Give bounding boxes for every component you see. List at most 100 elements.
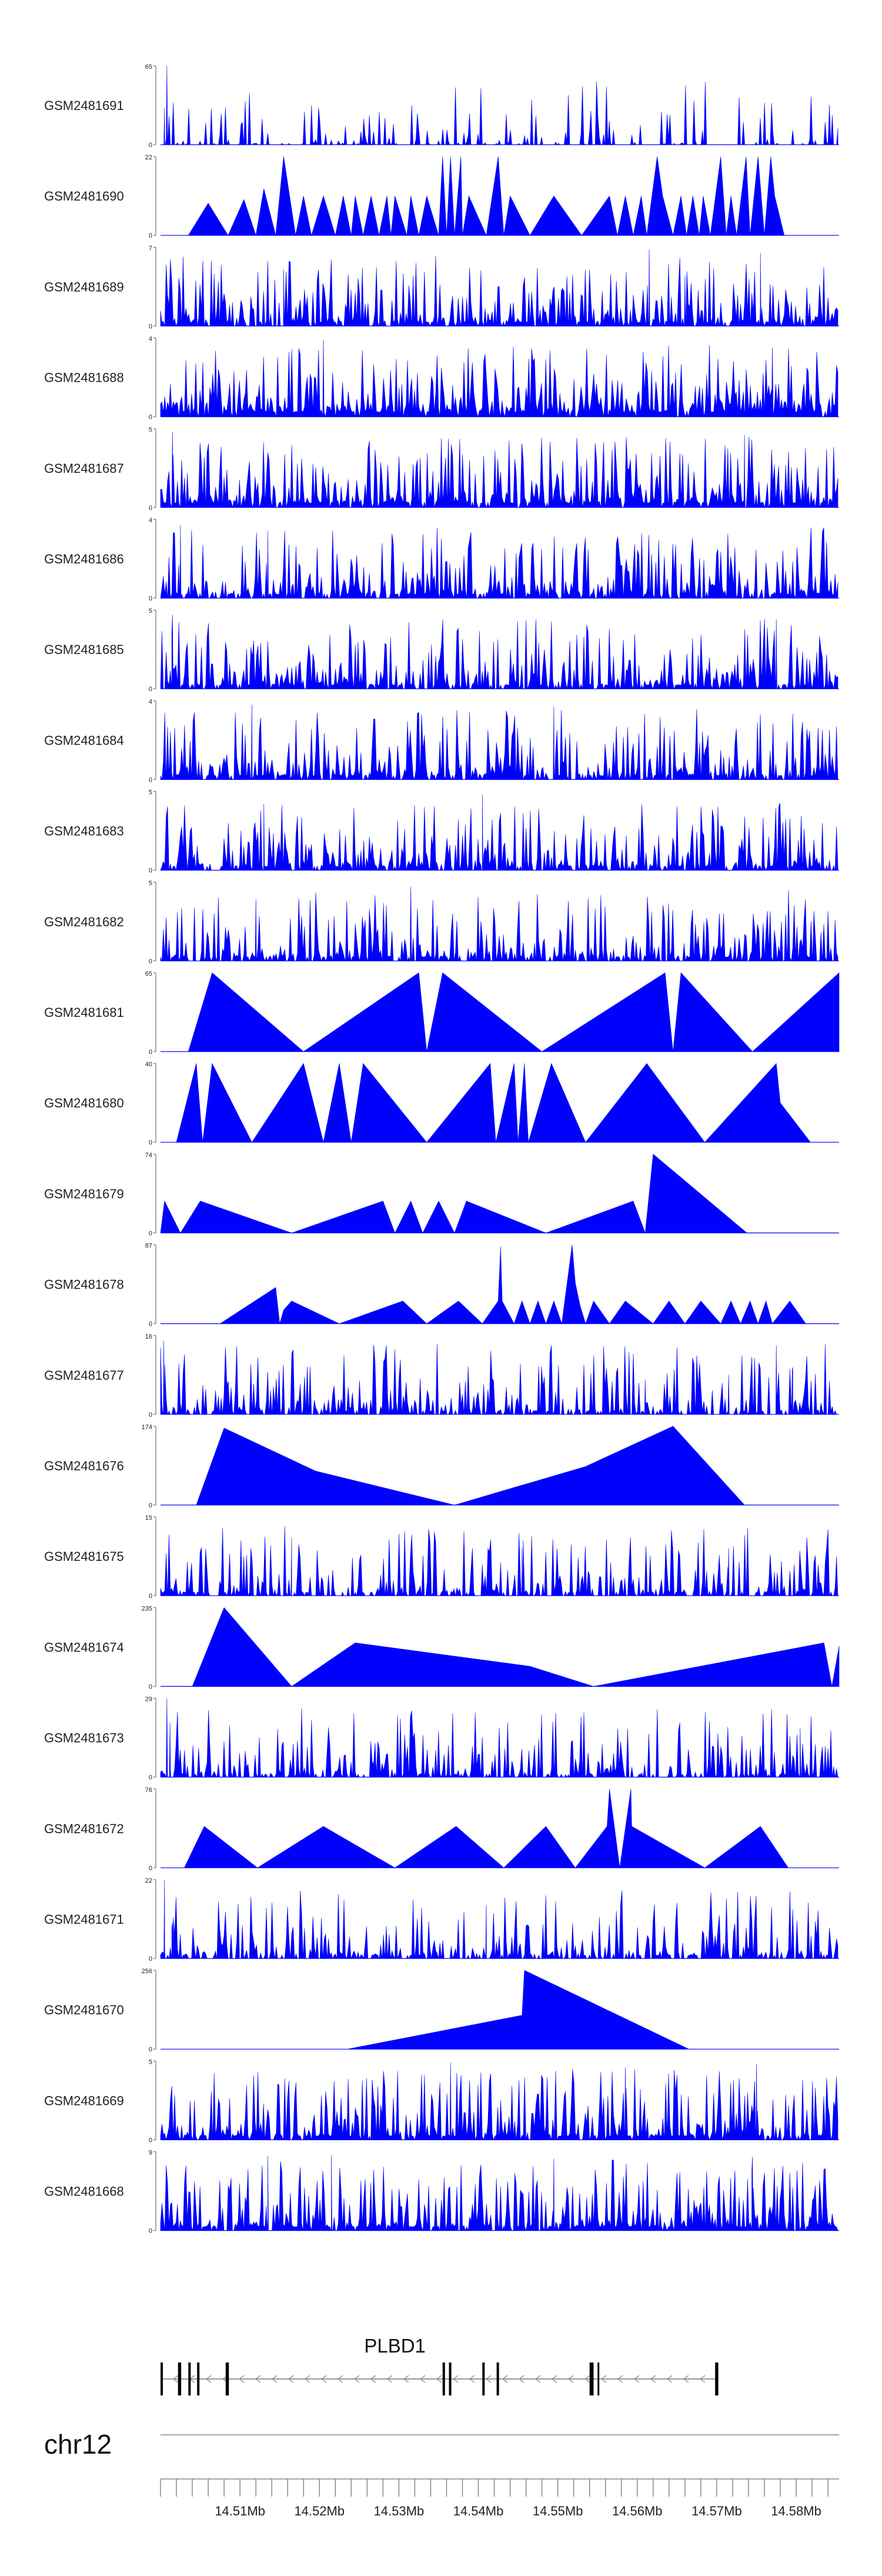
- strand-arrow: [633, 2375, 640, 2383]
- y-tick-label-zero: 0: [149, 1139, 152, 1146]
- coverage-area: [160, 525, 838, 599]
- x-tick-label: 14.53Mb: [374, 2504, 425, 2518]
- coverage-area: [219, 1244, 806, 1324]
- exon: [482, 2363, 485, 2395]
- track-GSM2481687: GSM2481687 5 0: [44, 426, 839, 512]
- track-GSM2481670: GSM2481670 256 0: [44, 1968, 839, 2053]
- y-tick-label-zero: 0: [149, 1321, 152, 1328]
- coverage-area: [160, 615, 838, 690]
- coverage-area: [160, 432, 838, 508]
- y-tick-label-max: 29: [145, 1696, 152, 1703]
- strand-arrow: [699, 2375, 706, 2383]
- data-tracks: GSM2481691650GSM2481690220GSM248168970GS…: [44, 64, 840, 2235]
- strand-arrow: [534, 2375, 541, 2383]
- coverage-area: [160, 249, 838, 327]
- y-tick-label-max: 9: [149, 2150, 152, 2157]
- coverage-area: [184, 1788, 789, 1868]
- x-tick-label: 14.54Mb: [453, 2504, 504, 2518]
- gene-label: PLBD1: [364, 2335, 426, 2357]
- y-tick-label-max: 87: [145, 1243, 152, 1250]
- strand-arrow: [403, 2375, 409, 2383]
- x-tick-label: 14.55Mb: [533, 2504, 583, 2518]
- track-label: GSM2481678: [44, 1277, 124, 1292]
- y-tick-label-max: 4: [149, 336, 152, 343]
- coverage-area: [160, 1698, 838, 1778]
- y-tick-label-max: 5: [149, 880, 152, 887]
- track-GSM2481680: GSM2481680 40 0: [44, 1061, 839, 1146]
- track-GSM2481671: GSM2481671 22 0: [44, 1877, 839, 1963]
- y-tick-label-zero: 0: [149, 1049, 152, 1056]
- y-tick-label-max: 7: [149, 245, 152, 252]
- track-GSM2481681: GSM2481681 65 0: [44, 970, 840, 1056]
- track-GSM2481679: GSM2481679 74 0: [44, 1152, 839, 1237]
- track-GSM2481684: GSM2481684 4 0: [44, 698, 839, 783]
- track-label: GSM2481671: [44, 1912, 124, 1927]
- track-GSM2481678: GSM2481678 87 0: [44, 1243, 839, 1328]
- track-GSM2481689: GSM2481689 7 0: [44, 245, 839, 330]
- coverage-area: [188, 972, 840, 1052]
- track-GSM2481688: GSM2481688 4 0: [44, 336, 839, 421]
- strand-arrow: [288, 2375, 294, 2383]
- gene-track: PLBD1: [161, 2335, 719, 2395]
- track-label: GSM2481690: [44, 189, 124, 203]
- y-tick-label-max: 76: [145, 1787, 152, 1794]
- y-tick-label-zero: 0: [149, 505, 152, 512]
- coverage-area: [160, 1526, 838, 1597]
- strand-arrow: [617, 2375, 623, 2383]
- y-tick-label-zero: 0: [149, 414, 152, 421]
- track-label: GSM2481682: [44, 915, 124, 929]
- y-tick-label-max: 4: [149, 698, 152, 705]
- track-GSM2481672: GSM2481672 76 0: [44, 1787, 839, 1872]
- y-tick-label-zero: 0: [149, 686, 152, 693]
- y-tick-label-max: 174: [142, 1424, 152, 1431]
- y-tick-label-zero: 0: [149, 1865, 152, 1872]
- strand-arrow: [353, 2375, 360, 2383]
- track-label: GSM2481668: [44, 2184, 124, 2199]
- track-GSM2481677: GSM2481677 16 0: [44, 1333, 839, 1419]
- track-GSM2481676: GSM2481676 174 0: [44, 1424, 839, 1509]
- strand-arrow: [436, 2375, 442, 2383]
- strand-arrow: [452, 2375, 459, 2383]
- y-tick-label-max: 5: [149, 2058, 152, 2066]
- y-tick-label-zero: 0: [149, 232, 152, 239]
- strand-arrow: [650, 2375, 656, 2383]
- y-tick-label-max: 256: [142, 1968, 152, 1975]
- coverage-area: [161, 65, 838, 146]
- track-label: GSM2481683: [44, 824, 124, 839]
- y-tick-label-zero: 0: [149, 323, 152, 330]
- x-tick-label: 14.58Mb: [771, 2504, 821, 2518]
- strand-arrow: [304, 2375, 310, 2383]
- y-tick-label-max: 235: [142, 1605, 152, 1612]
- track-label: GSM2481681: [44, 1005, 124, 1020]
- genome-axis: chr12 14.51Mb 14.52Mb 14.53Mb 14.54Mb 14.55Mb…: [44, 2429, 839, 2518]
- y-tick-label-zero: 0: [149, 1683, 152, 1690]
- track-label: GSM2481672: [44, 1821, 124, 1836]
- strand-arrow: [502, 2375, 508, 2383]
- y-tick-label-max: 16: [145, 1333, 152, 1340]
- y-tick-label-zero: 0: [149, 2228, 152, 2235]
- strand-arrow: [666, 2375, 673, 2383]
- x-tick-label: 14.52Mb: [294, 2504, 345, 2518]
- track-label: GSM2481688: [44, 371, 124, 385]
- exon: [178, 2363, 182, 2395]
- track-GSM2481674: GSM2481674 235 0: [44, 1605, 840, 1690]
- y-tick-label-max: 5: [149, 608, 152, 615]
- coverage-area: [160, 2063, 838, 2141]
- track-label: GSM2481675: [44, 1549, 124, 1564]
- coverage-area: [176, 1063, 811, 1143]
- y-tick-label-max: 65: [145, 970, 152, 977]
- strand-arrow: [469, 2375, 475, 2383]
- y-tick-label-zero: 0: [149, 958, 152, 965]
- x-tick-label: 14.51Mb: [215, 2504, 265, 2518]
- y-tick-label-zero: 0: [149, 2046, 152, 2053]
- coverage-area: [160, 705, 838, 780]
- strand-arrow: [567, 2375, 574, 2383]
- track-label: GSM2481689: [44, 279, 124, 294]
- x-tick-label: 14.57Mb: [691, 2504, 742, 2518]
- track-label: GSM2481677: [44, 1368, 124, 1383]
- track-label: GSM2481674: [44, 1640, 124, 1654]
- y-tick-label-zero: 0: [149, 1956, 152, 1963]
- track-label: GSM2481691: [44, 98, 124, 113]
- track-GSM2481682: GSM2481682 5 0: [44, 880, 839, 965]
- y-tick-label-max: 22: [145, 154, 152, 161]
